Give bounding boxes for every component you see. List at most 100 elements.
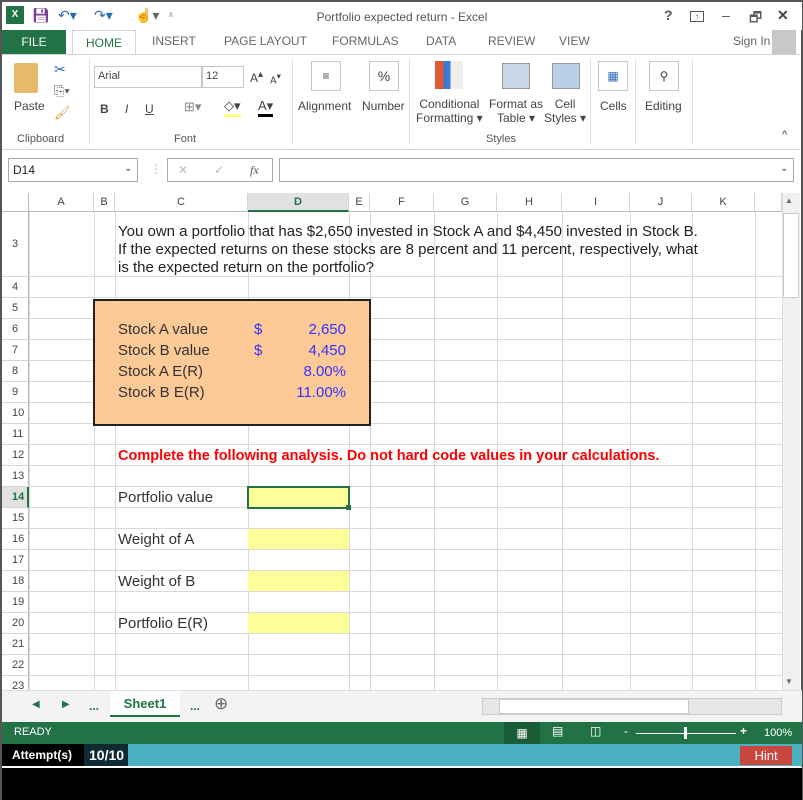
conditional-formatting-icon[interactable] <box>435 61 463 89</box>
tab-data[interactable]: DATA <box>426 34 457 48</box>
sheet-tab-sheet1[interactable]: Sheet1 <box>110 691 180 717</box>
column-header-C[interactable]: C <box>115 193 248 212</box>
column-header-A[interactable]: A <box>29 193 94 212</box>
user-avatar-icon[interactable] <box>772 30 796 54</box>
cell-styles-icon[interactable] <box>552 63 580 89</box>
collapse-ribbon-icon[interactable]: ^ <box>782 129 788 141</box>
name-box[interactable]: D14 <box>8 158 138 182</box>
input-value[interactable]: 11.00% <box>296 384 346 401</box>
row-header-8[interactable]: 8 <box>2 361 29 382</box>
expand-formula-bar-icon[interactable]: ⌄ <box>780 163 789 174</box>
insert-function-icon[interactable]: fx <box>250 163 259 177</box>
name-box-dropdown-icon[interactable]: ⌄ <box>124 163 133 174</box>
tab-formulas[interactable]: FORMULAS <box>332 34 399 48</box>
column-header-D[interactable]: D <box>248 193 349 212</box>
tab-file[interactable]: FILE <box>2 30 66 54</box>
column-header-G[interactable]: G <box>434 193 497 212</box>
row-header-5[interactable]: 5 <box>2 298 29 319</box>
restore-button[interactable]: 🗗 <box>749 9 763 25</box>
alignment-button[interactable]: Alignment <box>298 99 352 113</box>
touch-mode-icon[interactable]: ☝▾ <box>135 7 160 23</box>
row-header-18[interactable]: 18 <box>2 571 29 592</box>
redo-icon[interactable]: ↷▾ <box>94 7 113 23</box>
row-header-11[interactable]: 11 <box>2 424 29 445</box>
fill-color-icon[interactable]: ◇▾ <box>224 98 241 117</box>
input-value[interactable]: 8.00% <box>303 363 346 380</box>
column-header-E[interactable]: E <box>349 193 370 212</box>
italic-button[interactable]: I <box>125 102 129 116</box>
answer-cell-D20[interactable] <box>248 613 349 633</box>
vertical-scrollbar[interactable] <box>782 193 800 690</box>
scroll-sheets-left-icon[interactable]: ◀ <box>32 699 40 710</box>
scroll-down-icon[interactable]: ▼ <box>785 677 793 686</box>
close-button[interactable]: ✕ <box>777 7 789 23</box>
fill-handle[interactable] <box>346 505 351 510</box>
zoom-in-button[interactable]: + <box>740 724 748 738</box>
row-header-12[interactable]: 12 <box>2 445 29 466</box>
font-name-select[interactable]: Arial <box>94 66 202 88</box>
decrease-font-size-icon[interactable]: A▾ <box>270 71 281 87</box>
row-header-6[interactable]: 6 <box>2 319 29 340</box>
cut-icon[interactable]: ✂ <box>54 61 66 77</box>
row-header-15[interactable]: 15 <box>2 508 29 529</box>
active-cell-D14[interactable] <box>247 486 350 509</box>
row-header-9[interactable]: 9 <box>2 382 29 403</box>
ribbon-display-options-icon[interactable]: ↑ <box>690 11 704 22</box>
column-header-F[interactable]: F <box>370 193 434 212</box>
cancel-icon[interactable]: ✕ <box>178 163 189 177</box>
save-icon[interactable]: 💾︎ <box>32 7 50 23</box>
cells-icon[interactable]: ▦ <box>598 61 628 91</box>
scrollbar-thumb[interactable] <box>499 699 689 714</box>
row-header-23[interactable]: 23 <box>2 676 29 690</box>
row-header-13[interactable]: 13 <box>2 466 29 487</box>
paste-icon[interactable] <box>14 63 38 93</box>
cells-button[interactable]: Cells <box>600 99 627 113</box>
answer-cell-D16[interactable] <box>248 529 349 549</box>
row-header-3[interactable]: 3 <box>2 212 29 277</box>
alignment-icon[interactable]: ≡ <box>311 61 341 91</box>
row-header-19[interactable]: 19 <box>2 592 29 613</box>
increase-font-size-icon[interactable]: A▴ <box>250 69 264 85</box>
answer-cell-D18[interactable] <box>248 571 349 591</box>
more-sheets-left[interactable]: ... <box>89 699 100 713</box>
more-sheets-right[interactable]: ... <box>190 699 201 713</box>
column-header-B[interactable]: B <box>94 193 115 212</box>
row-header-10[interactable]: 10 <box>2 403 29 424</box>
editing-button[interactable]: Editing <box>645 99 682 113</box>
undo-icon[interactable]: ↶▾ <box>58 7 77 23</box>
cell-styles-button[interactable]: Cell Styles ▾ <box>544 97 586 125</box>
row-header-20[interactable]: 20 <box>2 613 29 634</box>
font-size-select[interactable]: 12 <box>202 66 244 88</box>
column-header-H[interactable]: H <box>497 193 562 212</box>
horizontal-scrollbar[interactable] <box>482 698 782 715</box>
sign-in-link[interactable]: Sign In <box>733 34 771 48</box>
row-header-16[interactable]: 16 <box>2 529 29 550</box>
tab-view[interactable]: VIEW <box>559 34 590 48</box>
page-layout-view-icon[interactable]: ▤ <box>552 724 564 738</box>
column-header-J[interactable]: J <box>630 193 692 212</box>
spreadsheet-grid[interactable]: A B C D E F G H I J K 3 4 5 6 7 8 9 10 11 12 13 14 15 16 17 18 19 20… <box>2 193 800 690</box>
find-binoculars-icon[interactable]: ⚲ <box>649 61 679 91</box>
row-header-22[interactable]: 22 <box>2 655 29 676</box>
copy-icon[interactable]: ⎘▾ <box>54 83 70 98</box>
enter-icon[interactable]: ✓ <box>214 163 225 177</box>
zoom-level[interactable]: 100% <box>764 727 793 739</box>
underline-button[interactable]: U <box>145 102 154 116</box>
scrollbar-thumb[interactable] <box>783 213 799 298</box>
tab-home[interactable]: HOME <box>72 30 136 55</box>
number-button[interactable]: Number <box>362 99 405 113</box>
input-value[interactable]: 2,650 <box>308 321 346 338</box>
font-color-icon[interactable]: A▾ <box>258 98 274 117</box>
new-sheet-button[interactable]: ⊕ <box>214 694 229 713</box>
format-as-table-icon[interactable] <box>502 63 530 89</box>
tab-page-layout[interactable]: PAGE LAYOUT <box>224 34 307 48</box>
number-format-icon[interactable]: % <box>369 61 399 91</box>
paste-button[interactable]: Paste <box>14 99 45 113</box>
select-all-button[interactable] <box>2 193 29 212</box>
borders-icon[interactable]: ⊞▾ <box>184 99 202 114</box>
format-painter-icon[interactable]: 🖌︎ <box>54 105 71 120</box>
tab-review[interactable]: REVIEW <box>488 34 536 48</box>
input-value[interactable]: 4,450 <box>308 342 346 359</box>
zoom-out-button[interactable]: - <box>624 724 628 738</box>
bold-button[interactable]: B <box>100 102 109 116</box>
